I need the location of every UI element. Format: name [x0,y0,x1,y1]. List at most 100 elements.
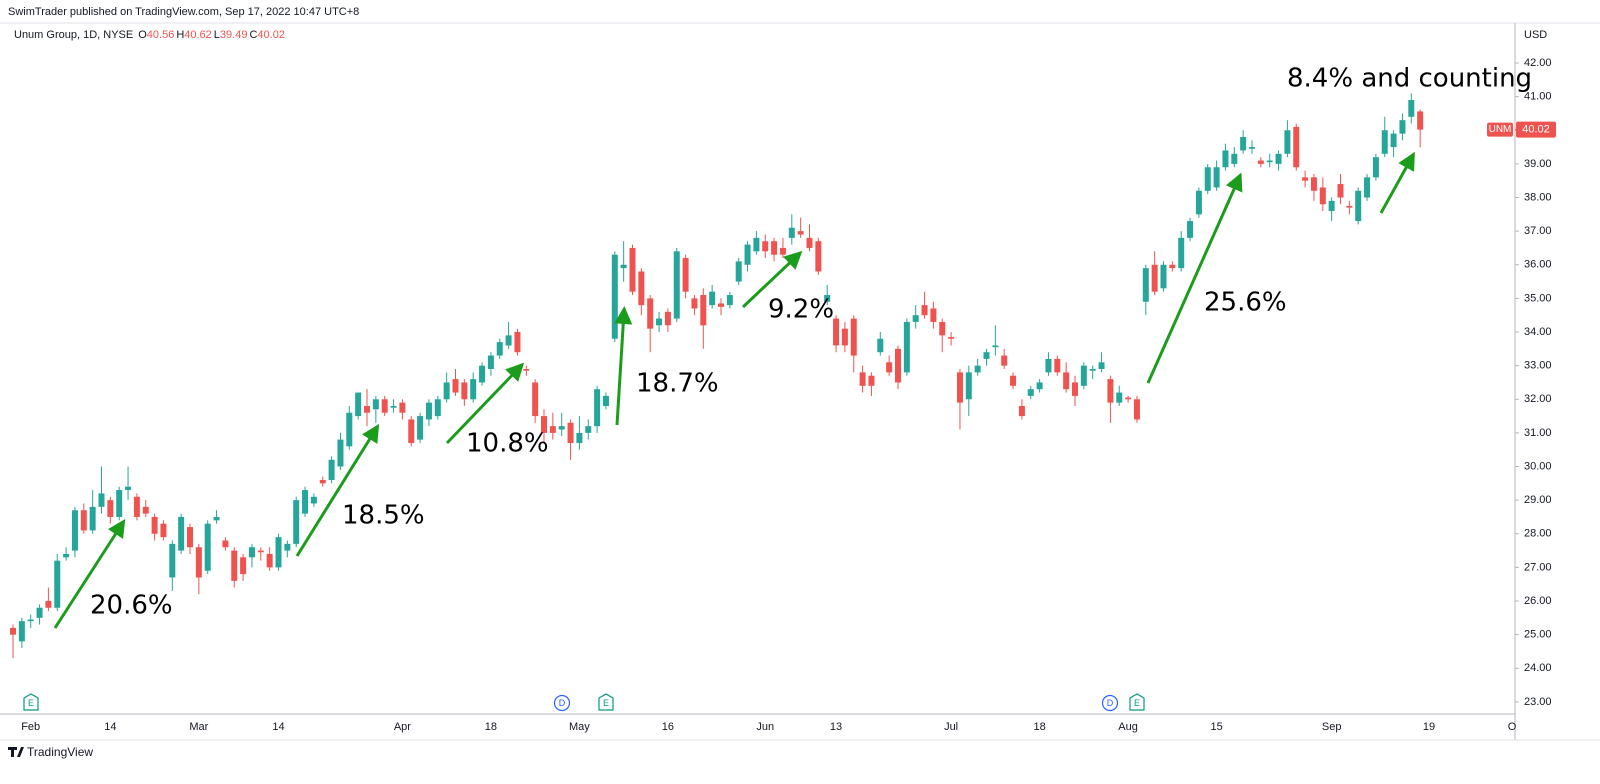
candle-body [195,547,202,578]
candle-body [1240,136,1247,151]
price-tag: 40.02 [1522,123,1550,135]
candle-body [364,405,370,413]
candle-body [992,345,999,348]
annotation: 8.4% and counting [1287,64,1532,94]
y-tick-label: 35.00 [1524,292,1552,304]
candle-body [965,372,972,400]
candle-body [788,227,795,238]
legend-prefix: O [138,29,147,41]
candle-body [779,247,786,255]
candle-body [744,244,751,265]
candle-body [1063,372,1070,390]
trend-arrow [741,250,803,309]
candle-body [443,382,450,400]
candle-body [709,291,716,306]
candle-body [1072,382,1078,396]
candle-body [1089,369,1096,371]
candle-body [549,426,556,433]
candle-body [399,402,406,413]
candle-body [656,318,663,326]
candle-body [1417,111,1424,130]
candle-body [815,241,822,272]
candle-body [1045,358,1052,373]
candle-body [974,365,981,373]
candle-body [213,516,220,521]
candle-body [337,439,344,467]
candle-body [142,506,149,514]
candle-body [346,412,353,447]
y-tick-label: 37.00 [1524,225,1552,237]
candle-body [620,264,627,269]
legend-value: 40.56 [147,29,175,41]
candle-body [319,479,326,484]
y-tick-label: 26.00 [1524,595,1552,607]
candle-body [54,560,61,608]
candle-body [602,395,609,406]
candle-body [1328,200,1335,211]
candle-body [1319,187,1326,205]
candle-body [248,547,255,558]
x-tick-label: 18 [1033,721,1045,733]
candle-body [1098,362,1105,370]
trend-arrow [614,306,633,426]
candle-body [1107,379,1114,403]
candle-body [718,303,724,307]
candle-body [1231,153,1238,164]
candle-body [1293,126,1300,168]
x-tick-label: 16 [662,721,674,733]
candle-body [859,372,866,386]
candle-body [18,621,25,642]
candle-body [408,419,415,443]
x-tick-label: Jul [944,721,958,733]
legend-value: 39.49 [220,29,248,41]
annotation: 20.6% [90,591,173,621]
legend-symbol: Unum Group, 1D, NYSE [14,29,133,41]
candle-body [841,328,848,346]
legend-prefix: H [176,29,184,41]
candle-body [514,332,521,353]
symbol-tag-bg [1487,122,1513,137]
candle-body [1213,167,1220,188]
event-label: E [603,698,609,708]
y-tick-label: 36.00 [1524,259,1552,271]
y-tick-label: 32.00 [1524,393,1552,405]
candle-body [868,375,875,386]
candle-body [1364,177,1371,198]
event-badge [1101,694,1119,712]
candle-body [921,305,928,316]
candle-body [1408,100,1415,117]
x-tick-label: 18 [485,721,497,733]
y-tick-label: 39.00 [1524,158,1552,170]
candle-body [36,607,43,618]
candle-body [487,355,494,370]
candle-body [806,237,813,248]
candle-body [1036,382,1043,390]
candle-body [293,500,300,544]
legend-value: 40.02 [257,29,285,41]
candle-body [284,543,291,551]
candle-body [594,389,601,427]
annotation: 10.8% [466,429,549,459]
legend-value: 40.62 [184,29,212,41]
event-label: E [28,698,34,708]
y-tick-label: 30.00 [1524,460,1552,472]
candle-body [434,399,441,417]
candle-body [567,422,574,443]
candle-body [1010,375,1017,386]
candle-body [664,311,671,326]
legend-prefix: C [249,29,257,41]
candle-body [735,261,742,282]
legend-prefix: L [214,29,220,41]
trend-arrow [1146,172,1243,384]
event-label: D [559,698,566,708]
candle-body [1169,264,1176,269]
y-tick-label: 27.00 [1524,561,1552,573]
candle-body [948,337,955,339]
candle-body [673,251,680,319]
event-badge [553,694,571,712]
candle-body [1222,150,1229,168]
candle-body [151,516,158,534]
candle-body [1054,358,1061,373]
candle-body [98,493,105,507]
candle-body [328,459,335,480]
